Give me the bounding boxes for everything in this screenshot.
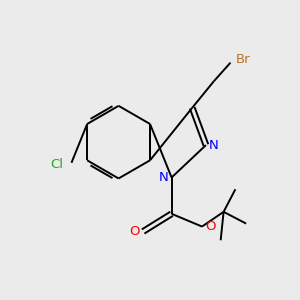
Text: N: N: [159, 171, 169, 184]
Text: O: O: [205, 220, 215, 233]
Text: N: N: [209, 139, 219, 152]
Text: O: O: [130, 225, 140, 238]
Text: Cl: Cl: [50, 158, 63, 171]
Text: Br: Br: [236, 53, 250, 66]
